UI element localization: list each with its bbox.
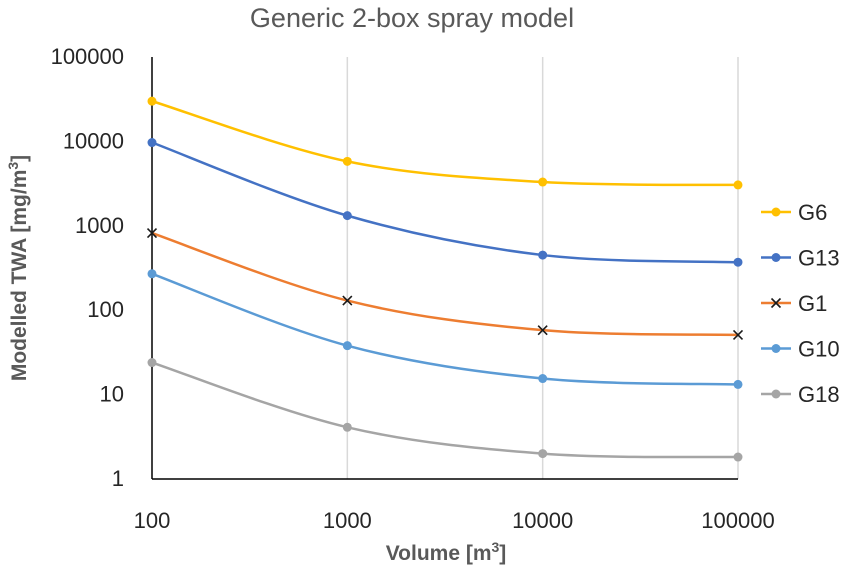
series-markers xyxy=(146,96,744,462)
data-point-g18 xyxy=(538,449,548,459)
legend-item-g10: G10 xyxy=(761,337,840,362)
y-tick-label: 1 xyxy=(112,466,124,491)
gridlines xyxy=(346,57,739,479)
y-axis-title: Modelled TWA [mg/m3] xyxy=(5,155,31,381)
axes xyxy=(151,57,738,480)
data-point-g18 xyxy=(733,452,743,462)
x-tick-label: 100 xyxy=(134,508,171,533)
legend-marker xyxy=(771,389,781,399)
data-point-g13 xyxy=(733,257,743,267)
data-point-g6 xyxy=(733,180,743,190)
legend-marker xyxy=(770,297,782,309)
series-lines xyxy=(150,99,740,459)
legend: G6 G13 G1 G10 G18 xyxy=(761,200,840,407)
x-tick-label: 100000 xyxy=(701,508,774,533)
data-point-g6 xyxy=(147,96,157,106)
data-point-g18 xyxy=(342,422,352,432)
series-line-g1 xyxy=(150,231,740,337)
y-tick-label: 10 xyxy=(100,382,124,407)
y-tick-label: 10000 xyxy=(63,128,124,153)
data-point-g18 xyxy=(147,358,157,368)
data-point-g6 xyxy=(538,177,548,187)
data-point-g10 xyxy=(147,269,157,279)
x-axis-title-suffix: ] xyxy=(499,542,506,565)
legend-item-g18: G18 xyxy=(761,382,840,407)
data-point-g10 xyxy=(733,379,743,389)
data-point-g1 xyxy=(342,295,353,306)
legend-item-g1: G1 xyxy=(761,291,827,316)
series-line-g10 xyxy=(150,272,740,386)
y-tick-labels: 1 10 100 1000 10000 100000 xyxy=(51,44,124,491)
y-axis-title-main: Modelled TWA [mg/m xyxy=(8,170,31,382)
legend-item-g6: G6 xyxy=(761,200,827,225)
legend-marker xyxy=(771,207,781,217)
legend-label: G6 xyxy=(798,200,827,225)
x-axis-title-sup: 3 xyxy=(492,539,500,555)
series-line-g6 xyxy=(150,99,740,187)
data-point-g13 xyxy=(147,138,157,148)
data-point-g10 xyxy=(342,341,352,351)
legend-label: G10 xyxy=(798,337,840,362)
y-axis-title-sup: 3 xyxy=(5,162,21,170)
data-point-g1 xyxy=(537,325,548,336)
data-point-g13 xyxy=(342,211,352,221)
data-point-g13 xyxy=(538,250,548,260)
legend-marker xyxy=(771,344,781,353)
data-point-g10 xyxy=(538,374,548,384)
x-tick-label: 10000 xyxy=(512,508,573,533)
x-axis-title: Volume [m3] xyxy=(386,539,507,565)
legend-marker xyxy=(771,253,781,262)
series-line-g13 xyxy=(150,141,740,264)
data-point-g1 xyxy=(146,228,158,239)
y-axis-title-suffix: ] xyxy=(8,155,31,162)
legend-label: G18 xyxy=(798,382,840,407)
legend-label: G13 xyxy=(798,246,840,271)
legend-item-g13: G13 xyxy=(761,246,840,271)
x-tick-labels: 100 1000 10000 100000 xyxy=(134,508,775,533)
y-tick-label: 100 xyxy=(87,297,124,322)
x-axis-title-main: Volume [m xyxy=(386,542,492,565)
series-line-g18 xyxy=(150,361,740,459)
x-tick-label: 1000 xyxy=(323,508,372,533)
y-tick-label: 1000 xyxy=(75,213,124,238)
data-point-g1 xyxy=(732,329,744,340)
legend-label: G1 xyxy=(798,291,827,316)
data-point-g6 xyxy=(342,156,352,166)
chart-title: Generic 2-box spray model xyxy=(250,3,574,33)
y-tick-label: 100000 xyxy=(51,44,124,69)
